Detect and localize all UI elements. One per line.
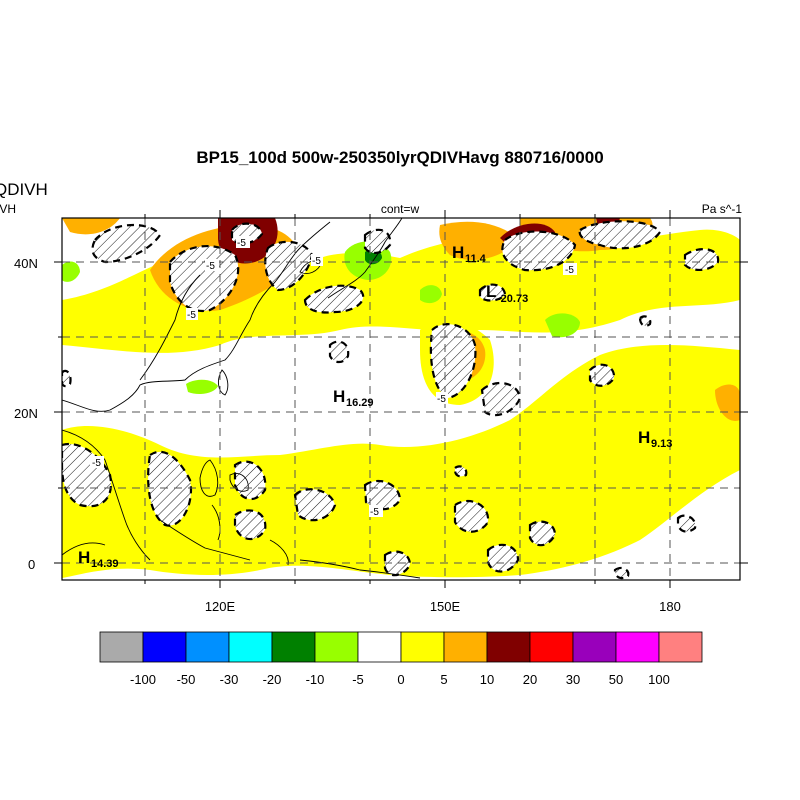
variable-name: QDIVH [0, 180, 48, 199]
colorbar-swatch [486, 631, 531, 663]
colorbar-swatch [658, 631, 703, 663]
lon-label: 120E [205, 599, 236, 614]
contour-label: -5 [436, 392, 448, 405]
lon-label: 150E [430, 599, 461, 614]
svg-text:-5: -5 [370, 507, 379, 518]
negative-contours [62, 220, 720, 580]
contour-label: -5 [90, 456, 104, 469]
contour-label: -5 [369, 505, 383, 518]
svg-text:9.13: 9.13 [651, 438, 672, 450]
svg-text:14.39: 14.39 [91, 558, 119, 570]
contour-variable-label: cont=w [380, 202, 420, 216]
high-marker: H 16.29 [333, 387, 374, 409]
contour-label: -5 [0, 0, 9, 3]
variable-subname: IVH [0, 202, 17, 216]
colorbar-swatch [99, 631, 144, 663]
axis-ticks [54, 210, 748, 588]
colorbar-label: 30 [566, 672, 580, 687]
contour-label: -5 [311, 254, 323, 267]
colorbar-label: -10 [306, 672, 325, 687]
svg-text:-5: -5 [237, 238, 246, 249]
svg-text:H: H [638, 428, 650, 447]
svg-text:-5: -5 [565, 265, 574, 276]
colorbar-swatch [271, 631, 316, 663]
colorbar-label: 10 [480, 672, 494, 687]
contour-label: -5 [236, 236, 250, 249]
svg-text:-5: -5 [206, 261, 215, 272]
svg-text:L: L [486, 282, 496, 301]
svg-text:-5: -5 [312, 256, 321, 267]
low-marker: L -20.73 [486, 282, 528, 305]
lat-label: 0 [28, 557, 35, 572]
svg-text:-5: -5 [92, 458, 101, 469]
colorbar-label: 5 [440, 672, 447, 687]
colorbar-label: -50 [177, 672, 196, 687]
colorbar-swatch [314, 631, 359, 663]
map-frame [61, 217, 741, 581]
colorbar-label: 50 [609, 672, 623, 687]
colorbar-swatch [185, 631, 230, 663]
colorbar-swatch [572, 631, 617, 663]
units-label: Pa s^-1 [701, 202, 742, 216]
plot-title: BP15_100d 500w-250350lyrQDIVHavg 880716/… [196, 148, 604, 167]
high-marker: H 9.13 [638, 428, 672, 450]
high-marker: H 11.4 [452, 243, 487, 265]
colorbar-swatch [142, 631, 187, 663]
colorbar-swatch [357, 631, 402, 663]
map-fill-layer: -5 -5 -5 -5 -5 -5 -5 -5 -5 [0, 0, 740, 580]
colorbar-label: -30 [220, 672, 239, 687]
contour-value-labels: -5 -5 -5 -5 -5 -5 -5 -5 -5 [0, 0, 577, 518]
contour-label: -5 [205, 259, 219, 272]
contour-label: -5 [563, 263, 577, 276]
colorbar-label: -100 [130, 672, 156, 687]
svg-text:-5: -5 [187, 310, 196, 321]
colorbar-swatch [529, 631, 574, 663]
colorbar-label: 20 [523, 672, 537, 687]
svg-text:H: H [333, 387, 345, 406]
colorbar-label: 100 [648, 672, 670, 687]
lat-label: 20N [14, 406, 38, 421]
colorbar-swatch [615, 631, 660, 663]
coastlines [62, 218, 421, 579]
svg-text:H: H [452, 243, 464, 262]
colorbar-swatch [228, 631, 273, 663]
svg-text:H: H [78, 548, 90, 567]
colorbar-label: -20 [263, 672, 282, 687]
colorbar-swatch [443, 631, 488, 663]
high-marker: H 14.39 [78, 548, 119, 570]
colorbar-swatch [400, 631, 445, 663]
lon-label: 180 [659, 599, 681, 614]
svg-text:-5: -5 [437, 394, 446, 405]
svg-text:-20.73: -20.73 [497, 293, 528, 305]
graticule [62, 218, 740, 580]
high-low-markers: H 11.4 L -20.73 H 16.29 H 9.13 H 14.39 [78, 243, 672, 570]
svg-text:16.29: 16.29 [346, 397, 374, 409]
colorbar-label: 0 [397, 672, 404, 687]
contour-label: -5 [186, 308, 198, 321]
colorbar-label: -5 [352, 672, 364, 687]
svg-text:11.4: 11.4 [465, 253, 487, 265]
colorbar: -100 -50 -30 -20 -10 -5 0 5 10 20 30 50 100 [99, 631, 703, 687]
lat-label: 40N [14, 256, 38, 271]
